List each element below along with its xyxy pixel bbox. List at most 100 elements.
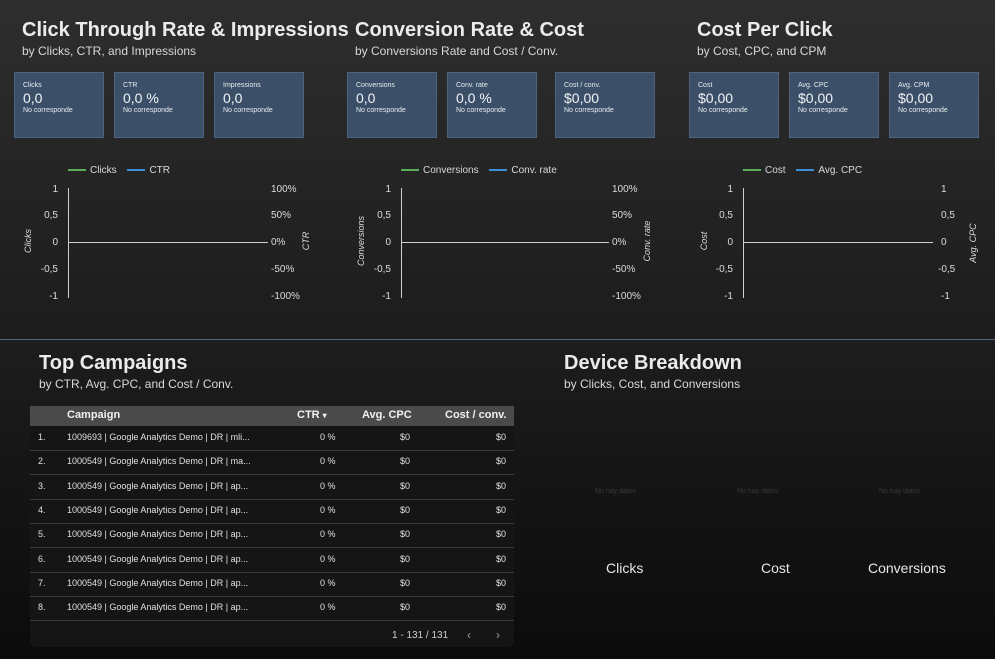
y-tick: 0,5 [377,210,391,221]
chart-legend: Conversions Conv. rate [401,165,565,176]
y-axis-title: Conversions [356,215,366,267]
kpi-card-avg-cpm[interactable]: Avg. CPM $0,00 No corresponde [889,72,979,138]
legend-label: Conversions [423,165,479,176]
y2-axis-title: Conv. rate [642,220,652,262]
kpi-card-avg-cpc[interactable]: Avg. CPC $0,00 No corresponde [789,72,879,138]
kpi-comparison: No corresponde [798,107,848,114]
kpi-card-conversions[interactable]: Conversions 0,0 No corresponde [347,72,437,138]
kpi-value: $0,00 [798,90,834,106]
column-header-ctr[interactable]: CTR ▾ [297,409,327,421]
table-row[interactable]: 1. 1009693 | Google Analytics Demo | DR … [30,426,514,451]
kpi-label: Clicks [23,82,42,89]
y2-tick: 0,5 [941,210,955,221]
table-row[interactable]: 4. 1000549 | Google Analytics Demo | DR … [30,499,514,524]
column-header-campaign[interactable]: Campaign [67,409,121,421]
legend-item-conv-rate[interactable]: Conv. rate [489,165,557,176]
legend-label: Conv. rate [511,165,557,176]
kpi-card-conv-rate[interactable]: Conv. rate 0,0 % No corresponde [447,72,537,138]
cell-ctr: 0 % [320,529,336,539]
y2-tick: -100% [612,291,641,302]
cell-ctr: 0 % [320,505,336,515]
kpi-card-clicks[interactable]: Clicks 0,0 No corresponde [14,72,104,138]
column-header-ctr-label: CTR [297,409,320,421]
kpi-comparison: No corresponde [564,107,614,114]
y2-tick: 50% [612,210,633,221]
legend-label: Clicks [90,165,117,176]
table-row[interactable]: 2. 1000549 | Google Analytics Demo | DR … [30,450,514,475]
table-row[interactable]: 6. 1000549 | Google Analytics Demo | DR … [30,548,514,573]
chart-clicks-ctr[interactable]: Clicks CTR 1 0,5 0 -0,5 -1 Clicks 100% 5… [10,160,311,310]
y-tick: -0,5 [40,264,58,275]
y-tick: 0,5 [719,210,733,221]
campaigns-section-title: Top Campaigns [39,352,188,374]
cell-campaign: 1009693 | Google Analytics Demo | DR | m… [67,432,250,442]
legend-label: Avg. CPC [818,165,863,176]
kpi-card-impressions[interactable]: Impressions 0,0 No corresponde [214,72,304,138]
legend-item-conversions[interactable]: Conversions [401,165,479,176]
table-row[interactable]: 3. 1000549 | Google Analytics Demo | DR … [30,475,514,500]
column-header-cost-per-conv[interactable]: Cost / conv. [445,409,507,421]
chart-conversions-conv-rate[interactable]: Conversions Conv. rate 1 0,5 0 -0,5 -1 C… [343,160,652,310]
cell-cost-per-conv: $0 [496,505,507,515]
cell-cost-per-conv: $0 [496,578,507,588]
cell-campaign: 1000549 | Google Analytics Demo | DR | a… [67,554,249,564]
cell-campaign: 1000549 | Google Analytics Demo | DR | a… [67,481,249,491]
kpi-value: 0,0 [223,90,243,106]
cell-campaign: 1000549 | Google Analytics Demo | DR | a… [67,578,249,588]
kpi-card-cost[interactable]: Cost $0,00 No corresponde [689,72,779,138]
legend-item-cost[interactable]: Cost [743,165,786,176]
pagination-text: 1 - 131 / 131 [392,630,449,641]
cell-ctr: 0 % [320,432,336,442]
cell-campaign: 1000549 | Google Analytics Demo | DR | m… [67,456,251,466]
table-row[interactable]: 7. 1000549 | Google Analytics Demo | DR … [30,572,514,597]
y2-tick: -0,5 [938,264,956,275]
y2-axis-title: Avg. CPC [968,223,978,263]
cell-ctr: 0 % [320,554,336,564]
row-number: 8. [38,602,46,612]
y2-tick: 50% [271,210,292,221]
row-number: 2. [38,456,46,466]
kpi-value: $0,00 [898,90,934,106]
y-tick: -1 [724,291,733,302]
next-page-button[interactable]: › [496,628,500,642]
y-tick: -0,5 [715,264,733,275]
kpi-card-cost-per-conv[interactable]: Cost / conv. $0,00 No corresponde [555,72,655,138]
legend-swatch-green [743,169,761,172]
legend-item-ctr[interactable]: CTR [127,165,170,176]
cpc-section-title: Cost Per Click [697,19,833,41]
prev-page-button[interactable]: ‹ [467,628,471,642]
kpi-comparison: No corresponde [698,107,748,114]
chart-legend: Cost Avg. CPC [743,165,870,176]
y-tick: 0,5 [44,210,58,221]
kpi-label: Avg. CPM [898,82,930,89]
y-tick: -1 [382,291,391,302]
kpi-comparison: No corresponde [123,107,173,114]
y-tick: 1 [52,184,58,195]
column-header-avg-cpc[interactable]: Avg. CPC [362,409,412,421]
row-number: 6. [38,554,46,564]
y-axis-line [68,188,69,298]
table-row[interactable]: 8. 1000549 | Google Analytics Demo | DR … [30,596,514,621]
y2-tick: 0% [271,237,286,248]
cell-cost-per-conv: $0 [496,432,507,442]
y2-tick: 0 [941,237,947,248]
chart-cost-avg-cpc[interactable]: Cost Avg. CPC 1 0,5 0 -0,5 -1 Cost 1 0,5… [685,160,985,310]
y2-axis-title: CTR [301,231,311,251]
zero-line [743,242,933,243]
device-chart-label-conversions: Conversions [868,560,946,576]
legend-item-avg-cpc[interactable]: Avg. CPC [796,165,862,176]
kpi-value: $0,00 [698,90,734,106]
kpi-card-ctr[interactable]: CTR 0,0 % No corresponde [114,72,204,138]
legend-item-clicks[interactable]: Clicks [68,165,117,176]
chart-legend: Clicks CTR [68,165,178,176]
kpi-label: CTR [123,82,138,89]
nodata-text: No hay datos [737,488,779,495]
y2-tick: 100% [612,184,638,195]
table-row[interactable]: 5. 1000549 | Google Analytics Demo | DR … [30,523,514,548]
cell-avg-cpc: $0 [400,481,411,491]
table-header: Campaign CTR ▾ Avg. CPC Cost / conv. [30,406,514,426]
y-axis-title: Cost [699,231,709,251]
cell-cost-per-conv: $0 [496,602,507,612]
conv-section-title: Conversion Rate & Cost [355,19,584,41]
row-number: 1. [38,432,46,442]
